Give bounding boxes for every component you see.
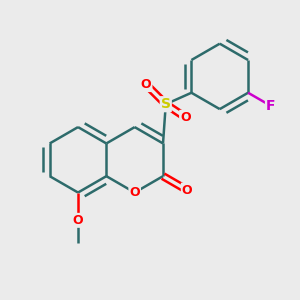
Text: O: O xyxy=(129,186,140,199)
Text: O: O xyxy=(73,214,83,227)
Text: F: F xyxy=(266,99,275,113)
Text: O: O xyxy=(182,184,192,196)
Text: O: O xyxy=(141,78,152,91)
Text: O: O xyxy=(180,111,191,124)
Text: S: S xyxy=(161,97,171,111)
